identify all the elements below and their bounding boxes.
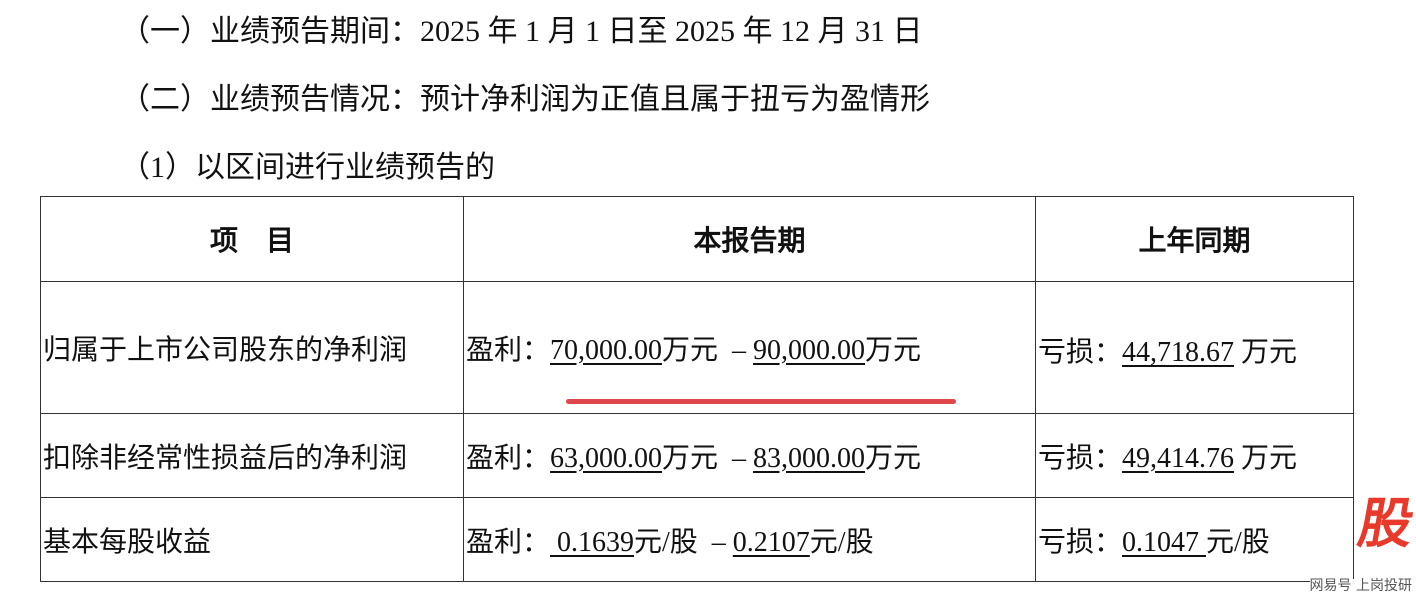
watermark-text: 网易号 上岗投研 <box>1309 578 1412 594</box>
watermark-logo: 股 <box>1353 492 1416 555</box>
red-highlight-underline <box>566 399 956 404</box>
unit: 万元 <box>865 334 922 366</box>
period-line: （一）业绩预告期间：2025 年 1 月 1 日至 2025 年 12 月 31… <box>120 15 923 48</box>
unit: 元/股 <box>809 526 874 558</box>
previous-cell: 亏损：0.1047 元/股 <box>1035 497 1354 582</box>
prefix: 亏损： <box>1038 442 1123 474</box>
item-cell: 扣除非经常性损益后的净利润 <box>40 413 464 498</box>
item-cell: 基本每股收益 <box>40 497 464 582</box>
prev-value: 44,718.67 <box>1122 337 1235 368</box>
current-cell: 盈利： 0.1639元/股 – 0.2107元/股 <box>463 497 1036 582</box>
unit: 元/股 <box>1206 526 1270 558</box>
unit: 元/股 – <box>634 526 726 558</box>
header-item: 项 目 <box>40 196 464 282</box>
unit: 万元 <box>865 442 922 474</box>
prefix: 盈利： <box>466 526 551 558</box>
item-cell: 归属于上市公司股东的净利润 <box>40 281 464 414</box>
range-line: （1）以区间进行业绩预告的 <box>120 151 495 184</box>
table-row: 基本每股收益 盈利： 0.1639元/股 – 0.2107元/股 亏损：0.10… <box>40 497 1354 582</box>
low-value: 70,000.00 <box>550 334 663 366</box>
unit: 万元 <box>1241 337 1298 368</box>
header-current: 本报告期 <box>463 196 1036 282</box>
unit: 万元 <box>1241 442 1298 474</box>
high-value: 83,000.00 <box>753 442 866 474</box>
previous-cell: 亏损：44,718.67 万元 <box>1035 281 1354 414</box>
high-value: 0.2107 <box>732 526 810 558</box>
table-row: 归属于上市公司股东的净利润 盈利：70,000.00万元 – 90,000.00… <box>40 281 1354 414</box>
low-value: 0.1639 <box>550 526 635 558</box>
current-cell: 盈利：70,000.00万元 – 90,000.00万元 <box>463 281 1036 414</box>
prefix: 亏损： <box>1038 526 1123 558</box>
prefix: 盈利： <box>466 442 551 474</box>
situation-line: （二）业绩预告情况：预计净利润为正值且属于扭亏为盈情形 <box>120 83 930 116</box>
forecast-table: 项 目 本报告期 上年同期 归属于上市公司股东的净利润 盈利：70,000.00… <box>40 196 1354 582</box>
low-value: 63,000.00 <box>550 442 663 474</box>
table-row: 扣除非经常性损益后的净利润 盈利：63,000.00万元 – 83,000.00… <box>40 413 1354 498</box>
prefix: 盈利： <box>466 334 551 366</box>
prev-value: 0.1047 <box>1122 526 1207 558</box>
unit: 万元 – <box>662 334 747 366</box>
high-value: 90,000.00 <box>753 334 866 366</box>
previous-cell: 亏损：49,414.76 万元 <box>1035 413 1354 498</box>
unit: 万元 – <box>662 442 747 474</box>
prefix: 亏损： <box>1038 337 1123 368</box>
header-previous: 上年同期 <box>1035 196 1354 282</box>
current-cell: 盈利：63,000.00万元 – 83,000.00万元 <box>463 413 1036 498</box>
table-header: 项 目 本报告期 上年同期 <box>40 196 1354 282</box>
prev-value: 49,414.76 <box>1122 442 1235 474</box>
